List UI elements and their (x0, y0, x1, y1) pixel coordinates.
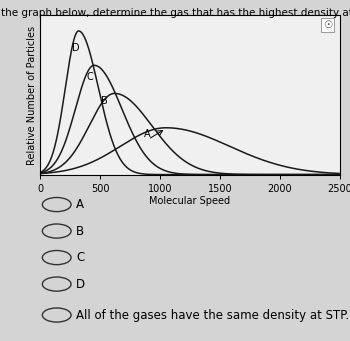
Y-axis label: Relative Number of Particles: Relative Number of Particles (27, 26, 37, 165)
Text: C: C (76, 251, 84, 264)
Text: From the graph below, determine the gas that has the highest density at STP.: From the graph below, determine the gas … (0, 8, 350, 17)
Text: ☉: ☉ (323, 20, 332, 30)
Text: C: C (86, 73, 93, 83)
Text: All of the gases have the same density at STP.: All of the gases have the same density a… (76, 309, 349, 322)
Text: B: B (101, 96, 108, 106)
X-axis label: Molecular Speed: Molecular Speed (149, 196, 230, 206)
Text: A: A (145, 129, 151, 139)
Text: D: D (76, 278, 85, 291)
Text: B: B (76, 225, 84, 238)
Text: D: D (72, 43, 79, 53)
Text: A: A (76, 198, 84, 211)
